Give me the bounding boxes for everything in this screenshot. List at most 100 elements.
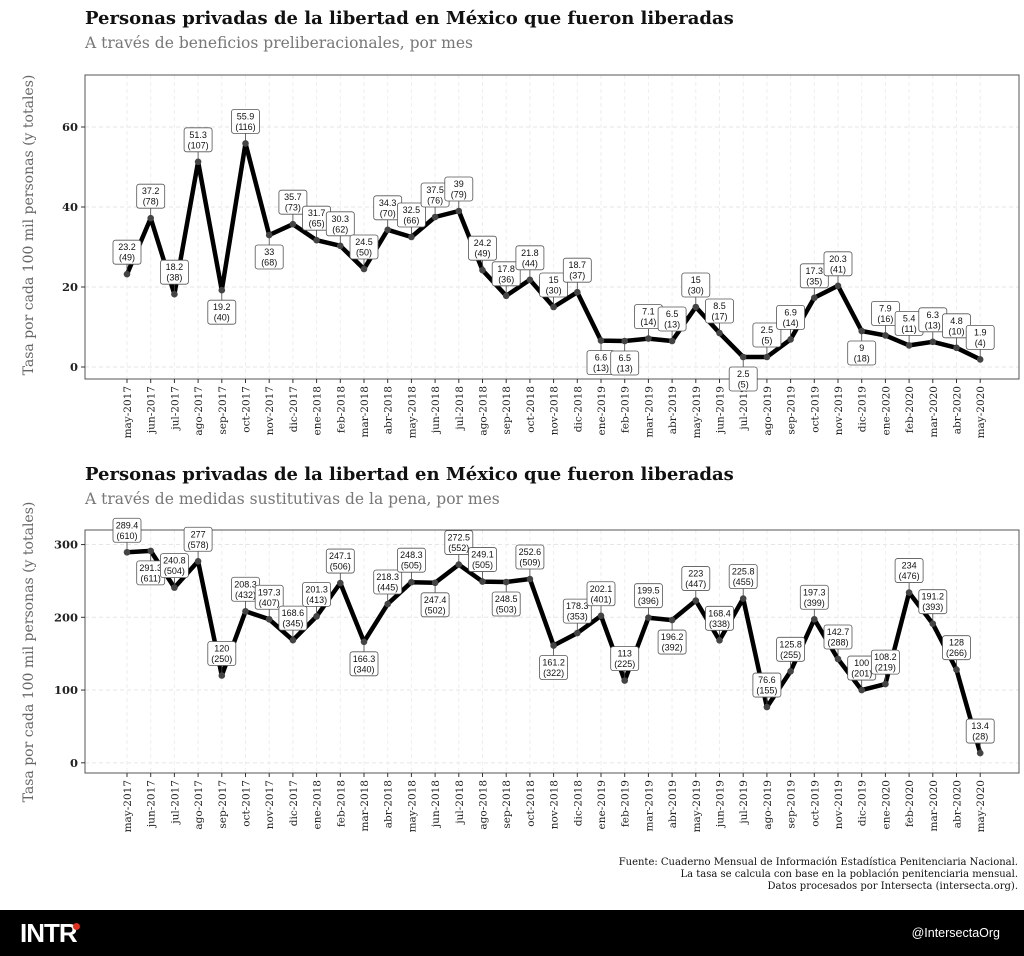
data-label-box [657,629,687,655]
data-label-box [965,718,995,744]
data-label-value: 289.4 [116,520,139,530]
data-label-value: 30.3 [332,214,350,224]
data-label: 223(447) [681,566,711,591]
intersecta-logo[interactable]: INTR [20,918,78,948]
x-tick-label: oct-2018 [525,386,537,433]
data-point [882,332,889,339]
x-tick-label: dic-2019 [857,780,869,826]
data-label-value: 113 [618,649,632,659]
x-tick-label: sep-2019 [786,780,798,829]
x-tick-label: ago-2019 [762,780,774,830]
x-tick-label: ago-2018 [478,780,490,830]
data-label: 76.6(155) [752,672,782,698]
data-label-box [705,605,734,631]
data-label: 24.5(50) [349,234,379,260]
y-tick-label: 60 [62,120,78,134]
data-label-value: 208.3 [234,579,257,589]
x-tick-label: ene-2019 [596,780,608,829]
x-tick-label: ene-2020 [880,780,892,829]
data-label-box [610,350,640,376]
data-label-value: 37.2 [142,186,160,196]
data-label-box [254,584,284,610]
data-label: 202.1(401) [586,581,616,607]
data-label-value: 218.3 [376,572,399,582]
data-label-box [562,598,592,624]
x-tick-label: may-2020 [975,386,987,438]
x-tick-label: ene-2019 [596,386,608,435]
data-label-box [491,591,521,617]
data-label-total: (445) [377,582,398,592]
x-tick-label: oct-2019 [809,386,821,433]
data-label-box [776,304,805,330]
data-label-value: 248.5 [495,594,518,604]
data-label: 6.3(13) [918,307,948,333]
chart1-plot: 0 20 40 60 may-2017 jun-2017 jul-2017 ago-2017 s… [62,74,1020,438]
x-tick-label: nov-2017 [264,780,276,829]
data-label-total: (4) [975,338,986,348]
y-tick-label: 40 [62,200,78,214]
logo-dot-icon [73,923,80,930]
data-label-total: (17) [711,312,727,322]
data-label-box [610,646,640,672]
data-label: 33(68) [254,244,284,270]
data-label-total: (78) [143,197,159,207]
data-label-value: 161.2 [542,658,565,668]
data-label-value: 166.3 [353,654,376,664]
data-label: 196.2(392) [657,629,687,655]
x-tick-label: mar-2020 [928,386,940,438]
data-label-value: 15 [691,275,701,285]
x-tick-label: nov-2018 [549,386,561,435]
x-tick-label: may-2017 [122,780,134,832]
data-label: 108.2(219) [871,649,900,675]
data-label-total: (413) [306,595,327,605]
data-label-total: (41) [830,264,846,274]
data-label-total: (393) [922,602,943,612]
data-label: 161.2(322) [539,655,568,680]
plot-border [84,74,1020,380]
data-label: 191.2(393) [918,589,948,615]
data-label-value: 202.1 [590,584,613,594]
x-tick-label: dic-2018 [572,780,584,826]
data-label-value: 37.5 [426,185,444,195]
data-label: 178.3(353) [562,598,592,624]
data-label-total: (66) [403,216,419,226]
x-tick-label: mar-2019 [643,780,655,832]
data-label: 291.3(611) [136,560,166,586]
data-label-value: 120 [214,644,229,654]
data-label-total: (38) [166,273,182,283]
data-label-total: (219) [875,663,896,673]
x-tick-label: dic-2017 [288,386,300,432]
data-label-box [420,592,450,618]
x-tick-label: may-2020 [975,780,987,832]
data-label-total: (407) [259,598,280,608]
data-label-total: (13) [593,363,609,373]
data-label-value: 196.2 [661,632,684,642]
source-note: Fuente: Cuaderno Mensual de Información … [619,857,1018,893]
data-label-value: 291.3 [139,563,162,573]
data-label-total: (30) [688,286,704,296]
data-label-box [657,306,687,332]
data-label-box [468,547,497,572]
data-label-box [539,272,568,298]
data-label-total: (255) [780,650,801,660]
x-tick-label: feb-2019 [620,780,632,827]
data-label-box [444,176,474,202]
data-label-box [183,127,213,153]
data-label-value: 108.2 [874,652,897,662]
data-label-value: 15 [549,275,559,285]
data-label-box [918,589,948,615]
twitter-handle[interactable]: @IntersectaOrg [911,926,1000,940]
data-label-value: 4.8 [950,316,963,326]
data-label-box [207,641,237,666]
data-label: 168.4(338) [705,605,734,631]
source-line-1: Fuente: Cuaderno Mensual de Información … [618,857,1018,868]
data-label-total: (14) [640,317,656,327]
data-label-total: (5) [738,380,749,390]
data-label-box [112,517,142,543]
data-label-box [539,655,568,680]
data-label-total: (107) [188,140,209,150]
data-label-value: 31.7 [308,208,326,218]
data-label: 18.7(37) [562,257,592,283]
x-tick-label: abr-2020 [952,780,964,828]
data-label-total: (340) [353,664,374,674]
